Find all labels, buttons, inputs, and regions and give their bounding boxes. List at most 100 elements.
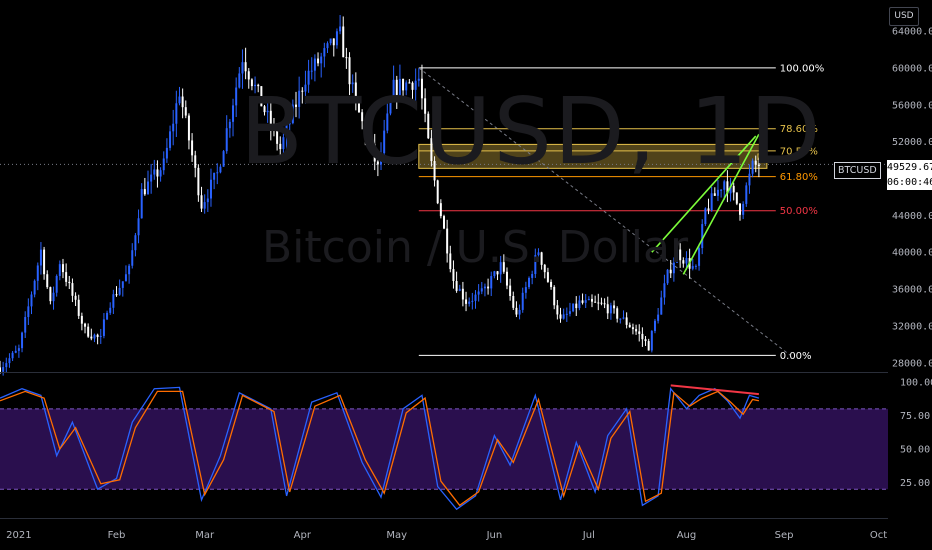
- time-axis-tick: 2021: [6, 530, 31, 541]
- candle-body: [452, 269, 455, 282]
- candle-body: [613, 305, 616, 309]
- candle-body: [405, 82, 408, 91]
- candle-body: [323, 48, 326, 57]
- trend-diagonal-line: [418, 67, 791, 356]
- candle-body: [754, 160, 757, 165]
- time-axis-tick: Feb: [108, 530, 126, 541]
- candle-body: [698, 248, 701, 266]
- candle-body: [61, 264, 64, 273]
- candle-body: [345, 57, 348, 59]
- candle-body: [373, 144, 376, 162]
- candle-body: [235, 87, 238, 106]
- candle-body: [411, 82, 414, 90]
- candle-body: [295, 104, 297, 107]
- candle-body: [24, 317, 27, 333]
- candle-body: [200, 195, 203, 209]
- candle-body: [420, 78, 423, 99]
- candle-body: [449, 253, 452, 270]
- candle-body: [147, 181, 149, 195]
- candle-body: [112, 294, 115, 308]
- candle-body: [568, 311, 571, 314]
- candle-body: [735, 192, 738, 204]
- fib-level-label: 100.00%: [780, 63, 825, 74]
- candle-body: [228, 121, 231, 129]
- candle-body: [181, 96, 184, 108]
- stoch-axis-tick: 50.00: [900, 445, 930, 456]
- candle-body: [458, 288, 461, 291]
- candle-body: [468, 301, 471, 304]
- candle-body: [364, 121, 367, 137]
- candle-body: [660, 297, 663, 315]
- candle-body: [480, 288, 483, 292]
- candle-body: [313, 58, 316, 71]
- candle-body: [0, 367, 1, 372]
- candle-body: [487, 286, 490, 289]
- candle-body: [153, 169, 156, 175]
- candle-body: [757, 164, 760, 166]
- candle-body: [386, 113, 389, 131]
- candle-body: [424, 98, 427, 114]
- candle-body: [348, 57, 351, 85]
- candle-body: [685, 258, 688, 264]
- price-axis-tick: 64000.00: [892, 27, 932, 38]
- candle-body: [216, 172, 219, 174]
- candle-body: [247, 71, 250, 80]
- candle-body: [184, 107, 187, 116]
- candle-body: [162, 158, 165, 171]
- wedge-line: [651, 135, 757, 253]
- currency-badge[interactable]: USD: [889, 7, 919, 26]
- candle-body: [628, 324, 631, 328]
- wedge-line: [682, 133, 760, 275]
- candle-body: [128, 265, 131, 275]
- candle-body: [244, 62, 247, 72]
- candle-body: [304, 84, 307, 92]
- candle-body: [474, 294, 477, 301]
- candle-body: [644, 339, 647, 342]
- candle-body: [723, 181, 726, 190]
- candle-body: [150, 174, 153, 182]
- candle-body: [383, 130, 386, 154]
- price-axis-tick: 28000.00: [892, 358, 932, 369]
- price-axis-tick: 56000.00: [892, 100, 932, 111]
- candle-body: [455, 281, 458, 291]
- fib-level-label: 78.60%: [780, 124, 818, 135]
- price-axis-tick: 52000.00: [892, 137, 932, 148]
- candle-body: [732, 185, 735, 193]
- candle-body: [36, 265, 39, 281]
- candle-body: [650, 330, 653, 351]
- candle-body: [232, 105, 235, 122]
- candle-body: [197, 167, 200, 196]
- candle-body: [80, 315, 83, 324]
- candle-body: [616, 308, 619, 319]
- candle-body: [213, 172, 216, 180]
- candle-body: [326, 43, 329, 49]
- candle-body: [263, 106, 266, 113]
- candle-body: [219, 166, 222, 173]
- candle-body: [8, 358, 11, 364]
- candle-body: [550, 281, 553, 287]
- candle-body: [354, 82, 357, 100]
- candle-body: [279, 143, 282, 150]
- candle-body: [14, 350, 17, 353]
- candle-body: [663, 283, 666, 298]
- candle-body: [276, 128, 279, 144]
- candle-body: [430, 138, 433, 162]
- candle-body: [254, 84, 257, 87]
- candle-body: [301, 90, 304, 92]
- candle-body: [493, 271, 496, 277]
- stoch-series-line: [0, 390, 760, 507]
- candle-body: [575, 303, 578, 309]
- pane-separator[interactable]: [0, 372, 888, 373]
- candle-body: [99, 335, 102, 337]
- candle-body: [417, 78, 420, 81]
- candle-body: [5, 363, 8, 368]
- candle-body: [121, 281, 124, 288]
- candle-body: [77, 299, 80, 316]
- candle-body: [320, 56, 323, 64]
- stoch-axis-tick: 100.00: [900, 378, 932, 389]
- time-axis-separator: [0, 518, 888, 519]
- candle-body: [257, 84, 260, 87]
- time-axis-tick: May: [386, 530, 407, 541]
- candle-body: [461, 288, 464, 300]
